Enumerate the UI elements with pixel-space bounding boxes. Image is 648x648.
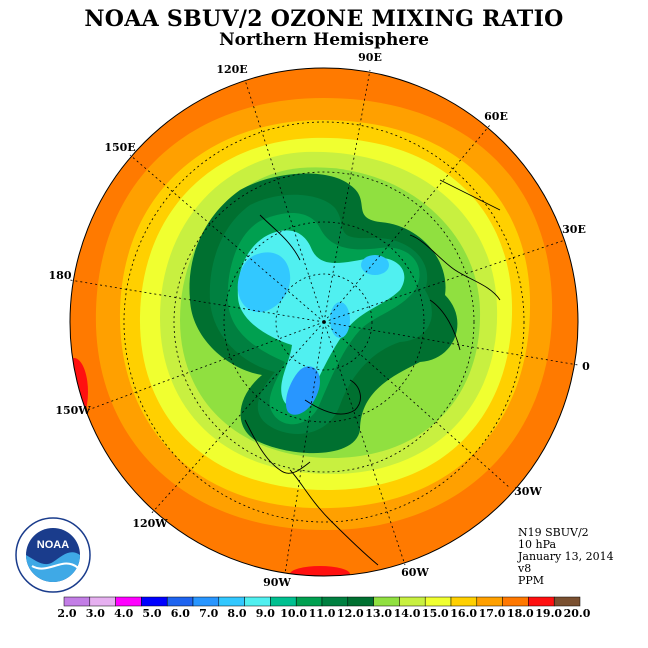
lon-label: 90E: [358, 51, 382, 64]
colorbar-tick-label: 19.0: [535, 607, 562, 620]
colorbar-swatch: [270, 596, 297, 607]
map-title: NOAA SBUV/2 OZONE MIXING RATIO: [84, 6, 564, 32]
colorbar-tick-label: 7.0: [199, 607, 218, 620]
colorbar-tick-label: 2.0: [57, 607, 76, 620]
lon-label: 30E: [562, 223, 586, 236]
colorbar-swatch: [63, 596, 91, 607]
colorbar: 2.0 3.0 4.0 5.0 6.0 7.0 8.0 9.0 10.0 11.0 12.0 13.0…: [57, 596, 591, 620]
colorbar-tick-label: 12.0: [337, 607, 364, 620]
colorbar-swatch: [295, 596, 323, 607]
colorbar-swatch: [218, 596, 245, 607]
coastlines: [244, 179, 501, 566]
map-subtitle: Northern Hemisphere: [219, 30, 429, 50]
colorbar-swatch: [347, 596, 374, 607]
colorbar-tick-label: 6.0: [171, 607, 190, 620]
lon-label: 60E: [484, 110, 508, 123]
colorbar-tick-label: 8.0: [227, 607, 246, 620]
colorbar-swatch: [424, 596, 452, 607]
colorbar-swatch: [450, 596, 478, 607]
info-units: PPM: [518, 574, 545, 587]
colorbar-tick-label: 15.0: [422, 607, 449, 620]
colorbar-tick-label: 9.0: [256, 607, 275, 620]
colorbar-tick-label: 14.0: [394, 607, 421, 620]
colorbar-tick-label: 18.0: [507, 607, 534, 620]
colorbar-swatch: [476, 596, 503, 607]
colorbar-swatch: [553, 596, 581, 607]
lon-label: 150E: [104, 141, 135, 154]
colorbar-swatch: [373, 596, 400, 607]
longitude-labels: 90E 60E 30E 0 30W 60W 90W 120W 150W 180 …: [49, 51, 591, 589]
colorbar-swatch: [502, 596, 529, 607]
colorbar-tick-label: 5.0: [142, 607, 161, 620]
svg-text:NOAA: NOAA: [37, 539, 69, 551]
colorbar-swatch: [89, 596, 116, 607]
info-version: v8: [518, 562, 532, 575]
colorbar-tick-label: 3.0: [86, 607, 105, 620]
colorbar-swatch: [321, 596, 349, 607]
lon-label: 0: [582, 360, 590, 373]
lon-label: 30W: [514, 485, 542, 498]
colorbar-swatch: [192, 596, 220, 607]
noaa-logo: NOAA: [15, 517, 91, 593]
colorbar-swatch: [528, 596, 555, 607]
info-date: January 13, 2014: [518, 550, 614, 563]
colorbar-tick-label: 16.0: [450, 607, 477, 620]
colorbar-tick-label: 17.0: [479, 607, 506, 620]
colorbar-tick-label: 13.0: [365, 607, 392, 620]
colorbar-tick-label: 11.0: [309, 607, 336, 620]
colorbar-tick-label: 4.0: [114, 607, 133, 620]
lon-label: 90W: [263, 576, 291, 589]
graticule: [69, 69, 579, 575]
lon-label: 120W: [132, 517, 168, 530]
info-satellite: N19 SBUV/2: [518, 526, 589, 539]
lon-label: 60W: [401, 566, 429, 579]
lon-label: 150W: [55, 404, 91, 417]
colorbar-swatch: [166, 596, 194, 607]
colorbar-swatch: [399, 596, 426, 607]
colorbar-tick-label: 20.0: [564, 607, 591, 620]
lon-label: 180: [49, 269, 72, 282]
colorbar-swatch: [244, 596, 271, 607]
ozone-field: [70, 68, 578, 576]
map-border: [69, 67, 579, 577]
colorbar-tick-label: 10.0: [280, 607, 307, 620]
info-level: 10 hPa: [518, 538, 557, 551]
lon-label: 120E: [216, 63, 247, 76]
colorbar-swatch: [141, 596, 168, 607]
colorbar-swatch: [115, 596, 142, 607]
